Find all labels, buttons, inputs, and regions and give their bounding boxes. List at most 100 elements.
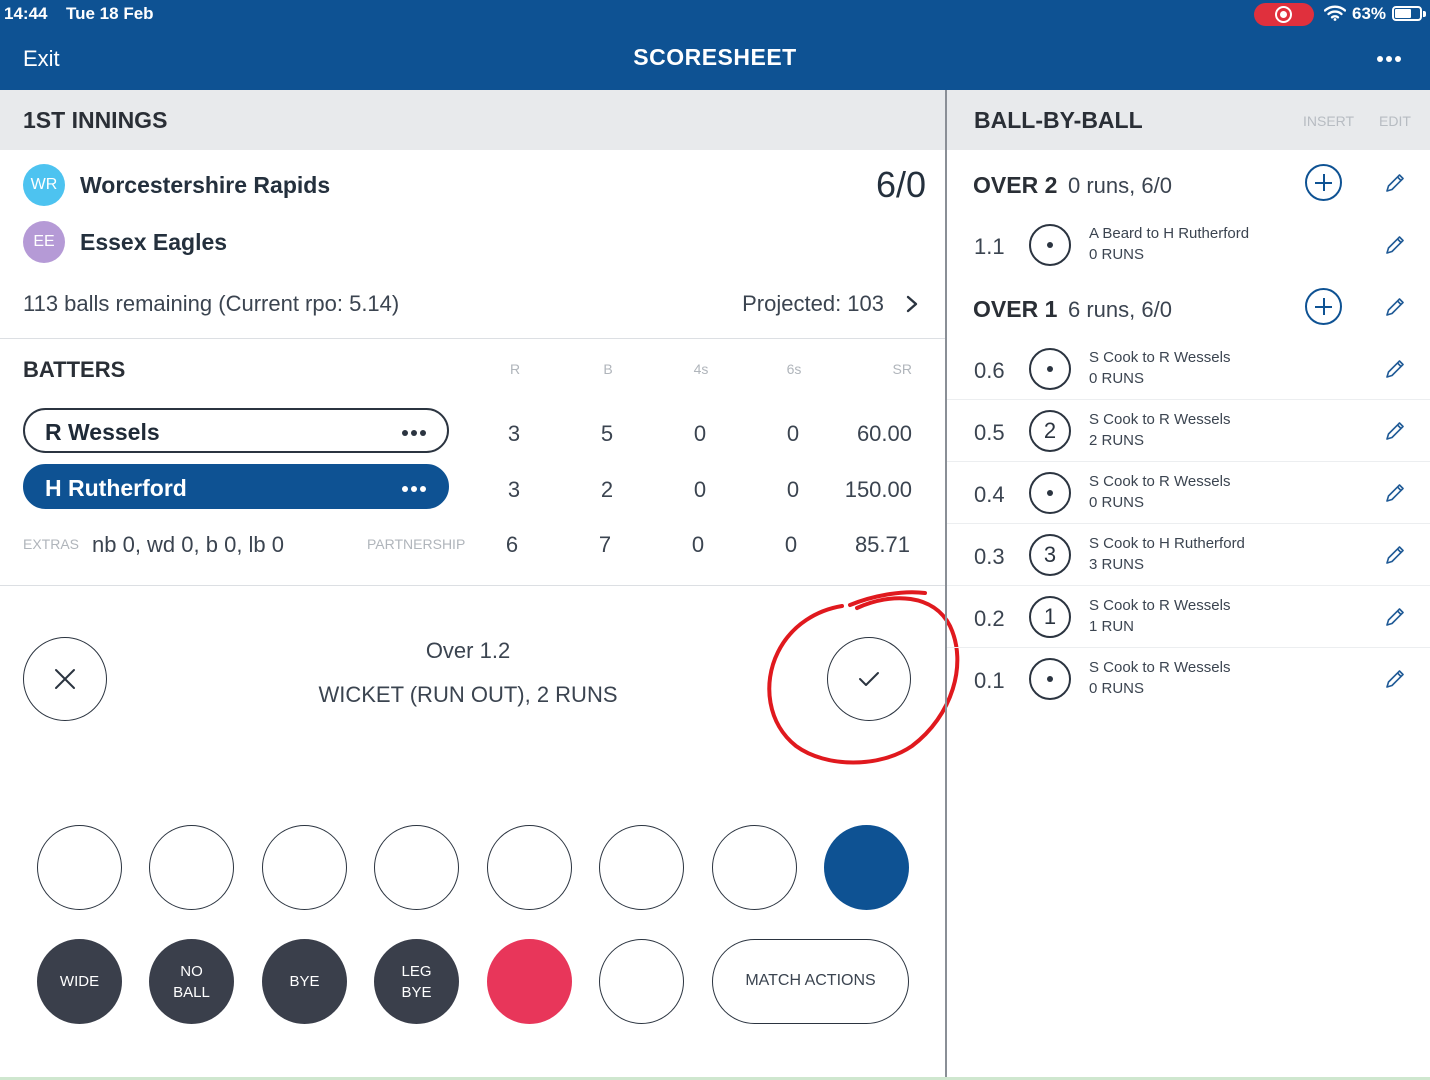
selected-run-button[interactable] [824, 825, 909, 910]
ball-row[interactable]: 0.4 S Cook to R Wessels 0 RUNS [947, 462, 1430, 524]
chevron-right-icon[interactable] [906, 295, 918, 313]
ball-row[interactable]: 0.3 3 S Cook to H Rutherford 3 RUNS [947, 524, 1430, 586]
partnership-runs: 6 [505, 532, 519, 557]
battery-percentage: 63% [1352, 4, 1387, 23]
row-divider [947, 399, 1430, 400]
wicket-button[interactable] [487, 939, 572, 1024]
pencil-icon[interactable] [1384, 668, 1406, 690]
pencil-icon[interactable] [1384, 172, 1406, 194]
run-button[interactable] [599, 825, 684, 910]
match-actions-button[interactable]: MATCH ACTIONS [712, 939, 909, 1024]
row-divider [947, 523, 1430, 524]
add-ball-button[interactable] [1305, 164, 1342, 201]
batting-team-name: Worcestershire Rapids [80, 172, 331, 198]
exit-button[interactable]: Exit [23, 46, 60, 71]
ball-runs: 0 RUNS [1089, 246, 1145, 263]
confirm-button[interactable] [827, 637, 911, 721]
runs-ball-icon: 2 [1029, 410, 1071, 452]
ball-row[interactable]: 0.5 2 S Cook to R Wessels 2 RUNS [947, 400, 1430, 462]
runs-ball-icon: 3 [1029, 534, 1071, 576]
ball-runs: 1 RUN [1089, 618, 1135, 635]
over-summary: 0 runs, 6/0 [1068, 173, 1172, 198]
ball-number: 0.1 [974, 668, 1005, 693]
ball-row[interactable]: 0.1 S Cook to R Wessels 0 RUNS [947, 648, 1430, 710]
no-ball-label-line1: NO [180, 962, 203, 980]
ball-description: S Cook to R Wessels [1089, 349, 1231, 366]
batter-sixes: 0 [786, 477, 800, 502]
no-ball-label-line2: BALL [173, 983, 210, 1001]
wifi-icon [1324, 5, 1346, 21]
run-button[interactable] [37, 825, 122, 910]
run-button[interactable] [374, 825, 459, 910]
team-badge: WR [23, 164, 65, 206]
ball-description: S Cook to H Rutherford [1089, 535, 1245, 552]
blank-button[interactable] [599, 939, 684, 1024]
partnership-fours: 0 [691, 532, 705, 557]
pencil-icon[interactable] [1384, 358, 1406, 380]
ball-runs: 0 RUNS [1089, 370, 1145, 387]
extras-label: EXTRAS [23, 536, 80, 552]
pencil-icon[interactable] [1384, 296, 1406, 318]
ball-runs: 2 RUNS [1089, 432, 1145, 449]
pencil-icon[interactable] [1384, 234, 1406, 256]
ball-by-ball-panel: BALL-BY-BALL INSERT EDIT OVER 2 0 runs, … [947, 90, 1430, 1080]
leg-bye-button[interactable]: LEG BYE [374, 939, 459, 1024]
batter-runs: 3 [507, 477, 521, 502]
innings-header: 1ST INNINGS [0, 90, 946, 150]
total-score: 6/0 [875, 164, 926, 205]
no-ball-button[interactable]: NO BALL [149, 939, 234, 1024]
batter-fours: 0 [693, 421, 707, 446]
battery-icon [1392, 6, 1426, 21]
row-divider [947, 647, 1430, 648]
top-bar: 14:44 Tue 18 Feb 63% Exit SCORESHEET [0, 0, 1430, 90]
extras-value: nb 0, wd 0, b 0, lb 0 [92, 532, 285, 557]
projected-score[interactable]: Projected: 103 [742, 291, 884, 316]
screen-recording-icon[interactable] [1254, 3, 1314, 26]
column-header-sixes: 6s [786, 361, 802, 377]
over-label: OVER 2 [973, 172, 1058, 198]
ball-number: 0.2 [974, 606, 1005, 631]
close-icon [54, 668, 75, 689]
edit-button[interactable]: EDIT [1379, 113, 1411, 129]
bye-label: BYE [289, 973, 320, 990]
partnership-strike-rate: 85.71 [854, 532, 910, 557]
ball-row[interactable]: 0.2 1 S Cook to R Wessels 1 RUN [947, 586, 1430, 648]
wide-button[interactable]: WIDE [37, 939, 122, 1024]
batter-button-r-wessels[interactable]: R Wessels [23, 408, 449, 453]
ball-row[interactable]: 1.1 A Beard to H Rutherford 0 RUNS [947, 214, 1430, 276]
ball-description: S Cook to R Wessels [1089, 659, 1231, 676]
batter-strike-rate: 150.00 [844, 477, 912, 502]
ball-runs: 3 RUNS [1089, 556, 1145, 573]
ball-description: S Cook to R Wessels [1089, 411, 1231, 428]
more-options-icon[interactable] [1376, 55, 1402, 63]
row-divider [947, 585, 1430, 586]
dot-ball-icon [1029, 658, 1071, 700]
over-label: Over 1.2 [425, 638, 511, 663]
bye-button[interactable]: BYE [262, 939, 347, 1024]
team-badge: EE [23, 221, 65, 263]
ball-description: A Beard to H Rutherford [1089, 225, 1250, 242]
cancel-button[interactable] [23, 637, 107, 721]
run-button[interactable] [712, 825, 797, 910]
batter-menu-icon[interactable] [401, 485, 427, 493]
run-button[interactable] [262, 825, 347, 910]
batter-menu-icon[interactable] [401, 429, 427, 437]
batter-strike-rate: 60.00 [856, 421, 912, 446]
add-ball-button[interactable] [1305, 288, 1342, 325]
panel-divider [945, 90, 947, 1080]
batter-fours: 0 [693, 477, 707, 502]
dot-ball-icon [1029, 472, 1071, 514]
run-button[interactable] [487, 825, 572, 910]
pencil-icon[interactable] [1384, 606, 1406, 628]
pencil-icon[interactable] [1384, 420, 1406, 442]
pencil-icon[interactable] [1384, 482, 1406, 504]
pencil-icon[interactable] [1384, 544, 1406, 566]
delivery-summary: WICKET (RUN OUT), 2 RUNS [318, 682, 618, 707]
insert-button[interactable]: INSERT [1303, 113, 1355, 129]
column-header-runs: R [509, 361, 521, 377]
run-button[interactable] [149, 825, 234, 910]
ball-row[interactable]: 0.6 S Cook to R Wessels 0 RUNS [947, 338, 1430, 400]
bowling-team-name: Essex Eagles [80, 229, 228, 255]
batter-button-h-rutherford[interactable]: H Rutherford [23, 464, 449, 509]
runs-ball-icon: 1 [1029, 596, 1071, 638]
